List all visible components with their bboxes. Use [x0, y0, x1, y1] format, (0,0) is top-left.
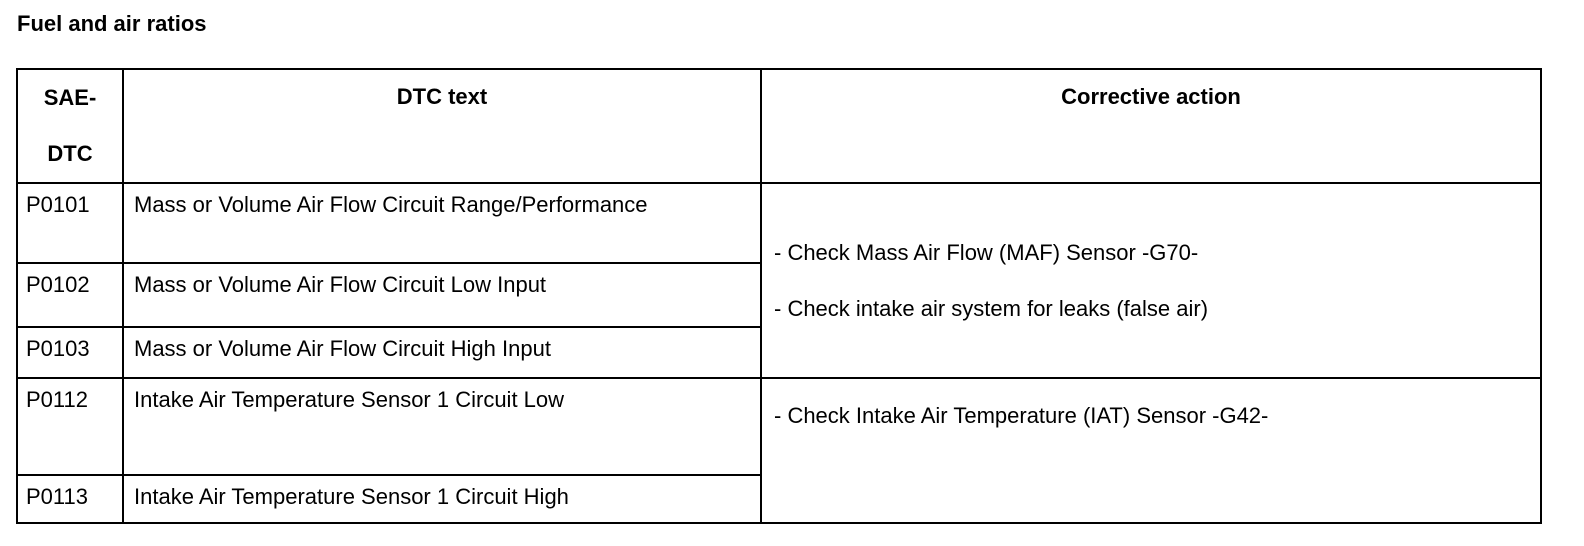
dtc-code: P0101	[16, 182, 124, 264]
action-item: - Check Intake Air Temperature (IAT) Sen…	[774, 403, 1269, 428]
corrective-action: - Check Intake Air Temperature (IAT) Sen…	[760, 377, 1542, 524]
header-sae-dtc: SAE- DTC	[16, 68, 124, 184]
header-corrective-action: Corrective action	[760, 68, 1542, 184]
table-row: P0102 Mass or Volume Air Flow Circuit Lo…	[16, 262, 1541, 328]
dtc-text: Intake Air Temperature Sensor 1 Circuit …	[122, 377, 762, 476]
dtc-text: Mass or Volume Air Flow Circuit Range/Pe…	[122, 182, 762, 264]
action-item: - Check intake air system for leaks (fal…	[774, 295, 1209, 321]
dtc-code: P0112	[16, 377, 124, 476]
header-sae-line2: DTC	[47, 141, 93, 166]
header-dtc-text: DTC text	[122, 68, 762, 184]
dtc-code: P0113	[16, 474, 124, 524]
dtc-code: P0103	[16, 326, 124, 379]
corrective-action: - Check Mass Air Flow (MAF) Sensor -G70-…	[760, 182, 1542, 379]
table-header-row: SAE- DTC DTC text Corrective action	[16, 68, 1542, 184]
dtc-text: Intake Air Temperature Sensor 1 Circuit …	[122, 474, 762, 524]
dtc-table: SAE- DTC DTC text Corrective action P0101…	[16, 68, 1542, 524]
action-item: - Check Mass Air Flow (MAF) Sensor -G70-	[774, 239, 1199, 265]
dtc-code: P0102	[16, 262, 124, 328]
dtc-text: Mass or Volume Air Flow Circuit Low Inpu…	[122, 262, 762, 328]
page-title: Fuel and air ratios	[17, 11, 207, 36]
dtc-text: Mass or Volume Air Flow Circuit High Inp…	[122, 326, 762, 379]
table-row: P0113 Intake Air Temperature Sensor 1 Ci…	[16, 474, 1541, 524]
table-row: P0112 Intake Air Temperature Sensor 1 Ci…	[16, 377, 1542, 524]
table-row: P0103 Mass or Volume Air Flow Circuit Hi…	[16, 326, 1541, 379]
table-row: P0101 Mass or Volume Air Flow Circuit Ra…	[16, 182, 1542, 379]
header-sae-line1: SAE-	[43, 85, 97, 110]
